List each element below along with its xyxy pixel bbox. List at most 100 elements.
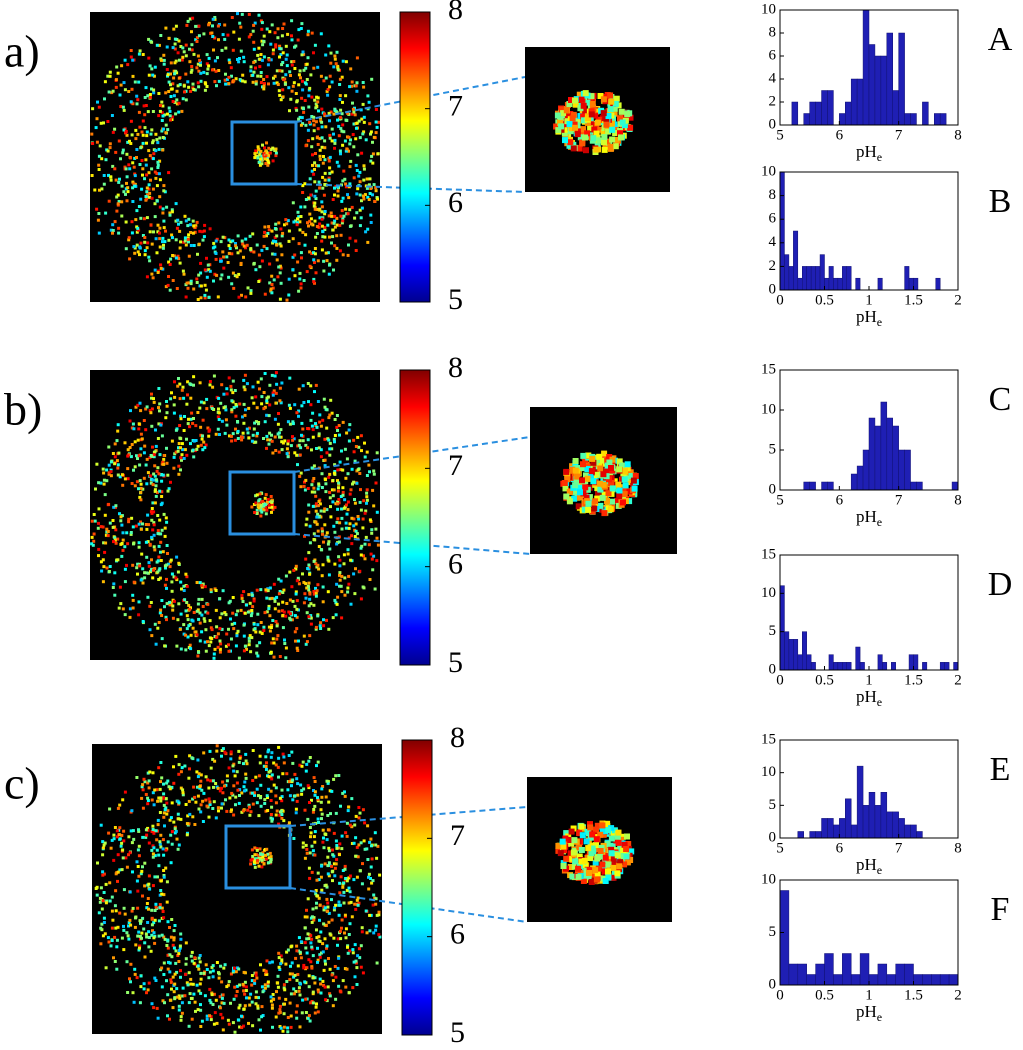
ph-pixel [220,419,224,423]
ph-pixel [308,86,312,90]
ph-pixel [304,582,308,586]
ph-pixel [184,609,188,613]
ph-pixel [299,215,303,218]
ph-pixel [194,38,198,42]
ph-pixel [274,371,278,375]
ph-pixel [173,61,177,65]
x-tick-label: 5 [776,127,784,143]
ph-pixel [260,985,264,989]
ph-pixel [312,204,316,208]
ph-pixel [104,211,108,215]
ph-pixel [317,821,320,824]
ph-pixel [131,563,135,567]
ph-pixel [349,488,353,492]
ph-pixel [335,542,339,546]
ph-pixel [146,193,150,197]
ph-pixel [179,975,182,979]
zoom-pixel [554,112,561,119]
ph-pixel [312,464,316,468]
ph-pixel [330,973,334,977]
ph-pixel [173,100,177,104]
ph-pixel [196,54,200,58]
ph-pixel [176,384,180,388]
ph-pixel [152,455,156,459]
ph-pixel [300,792,304,796]
ph-pixel [352,438,356,442]
ph-pixel [264,969,268,973]
ph-pixel [254,80,258,84]
ph-pixel [321,979,325,983]
ph-pixel [267,499,271,503]
ph-pixel [288,109,291,113]
ph-pixel [316,143,320,146]
ph-pixel [199,71,203,75]
ph-pixel [346,212,350,216]
ph-pixel [205,968,209,971]
x-axis-label-main: pH [856,142,877,161]
ph-pixel [252,23,256,27]
ph-pixel [245,762,249,766]
ph-pixel [192,224,196,228]
ph-pixel [152,803,156,807]
ph-pixel [314,892,318,896]
ph-pixel [150,634,154,638]
ph-pixel [210,628,214,632]
ph-pixel [123,58,127,62]
ph-pixel [370,857,374,861]
ph-pixel [320,812,324,816]
zoom-pixel [613,136,620,143]
ph-pixel [331,853,335,857]
ph-pixel [185,575,189,579]
ph-pixel [203,88,207,92]
ph-pixel [328,789,332,793]
ph-pixel [270,623,274,627]
ph-pixel [242,55,246,59]
ph-pixel [262,504,266,508]
zoom-pixel [577,489,583,496]
ph-pixel [232,997,236,1001]
ph-pixel [213,272,217,276]
zoom-pixel [576,91,583,98]
ph-pixel [330,127,334,131]
zoom-pixel [572,101,579,108]
ph-pixel [95,207,99,211]
ph-pixel [164,229,167,233]
ph-pixel [270,229,274,233]
ph-pixel [141,806,145,810]
ph-pixel [295,777,299,781]
ph-pixel [165,446,168,450]
ph-pixel [166,73,170,77]
ph-pixel [288,406,292,410]
ph-pixel [232,406,236,410]
ph-pixel [242,590,246,594]
ph-pixel [148,456,152,460]
ph-pixel [313,219,317,223]
ph-pixel [255,406,259,410]
ph-pixel [267,161,271,165]
bar [842,266,847,291]
ph-pixel [159,473,163,476]
ph-pixel [326,555,330,559]
ph-pixel [303,81,307,85]
ph-pixel [129,142,133,145]
ph-pixel [313,168,316,171]
ph-pixel [277,745,281,749]
ph-pixel [340,129,344,133]
ph-pixel [330,864,334,868]
ph-pixel [227,244,231,248]
ph-pixel [195,581,199,584]
ph-pixel [126,448,130,452]
ph-pixel [362,164,366,168]
ph-pixel [108,70,112,74]
ph-pixel [351,948,355,952]
ph-pixel [328,992,332,996]
ph-pixel [168,787,172,791]
x-axis-label-main: pH [856,507,877,526]
ph-pixel [310,222,313,226]
ph-pixel [313,201,317,205]
ph-pixel [158,840,162,844]
ph-pixel [354,814,358,818]
ph-pixel [370,528,374,532]
ph-pixel [308,592,312,596]
colorbar [399,369,431,666]
